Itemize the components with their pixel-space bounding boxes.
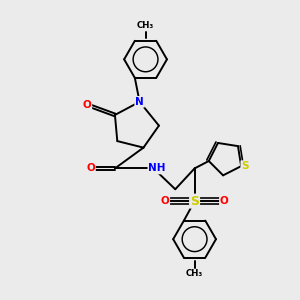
Text: O: O — [160, 196, 169, 206]
Text: N: N — [135, 97, 144, 107]
Text: O: O — [82, 100, 91, 110]
Text: CH₃: CH₃ — [137, 21, 154, 30]
Text: CH₃: CH₃ — [186, 269, 203, 278]
Text: S: S — [190, 195, 199, 208]
Text: NH: NH — [148, 164, 166, 173]
Text: O: O — [86, 164, 95, 173]
Text: S: S — [241, 161, 249, 171]
Text: O: O — [220, 196, 229, 206]
